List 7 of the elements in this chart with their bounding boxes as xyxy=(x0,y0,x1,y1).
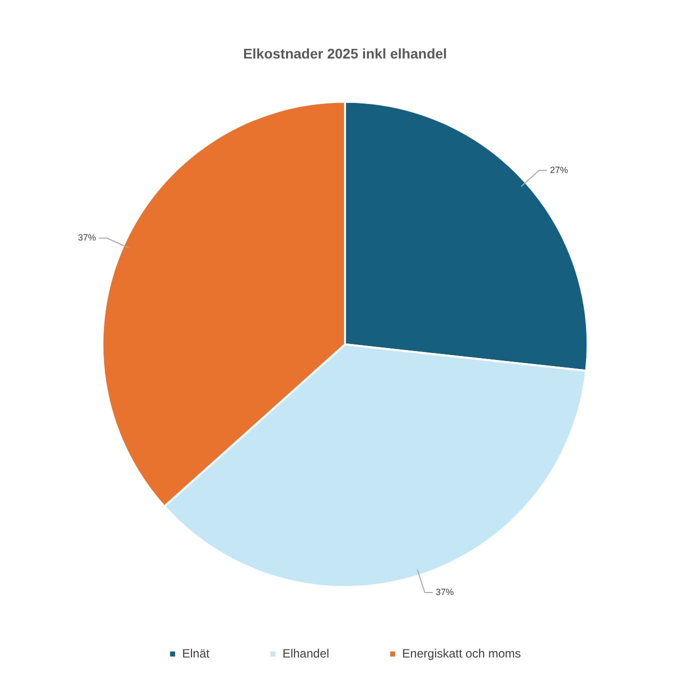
chart-title: Elkostnader 2025 inkl elhandel xyxy=(243,45,447,62)
legend-label: Elhandel xyxy=(282,646,330,660)
legend-label: Energiskatt och moms xyxy=(402,646,521,660)
legend-label: Elnät xyxy=(182,646,210,660)
data-label: 27% xyxy=(550,164,568,175)
data-label: 37% xyxy=(436,586,454,597)
data-label: 37% xyxy=(78,232,96,243)
